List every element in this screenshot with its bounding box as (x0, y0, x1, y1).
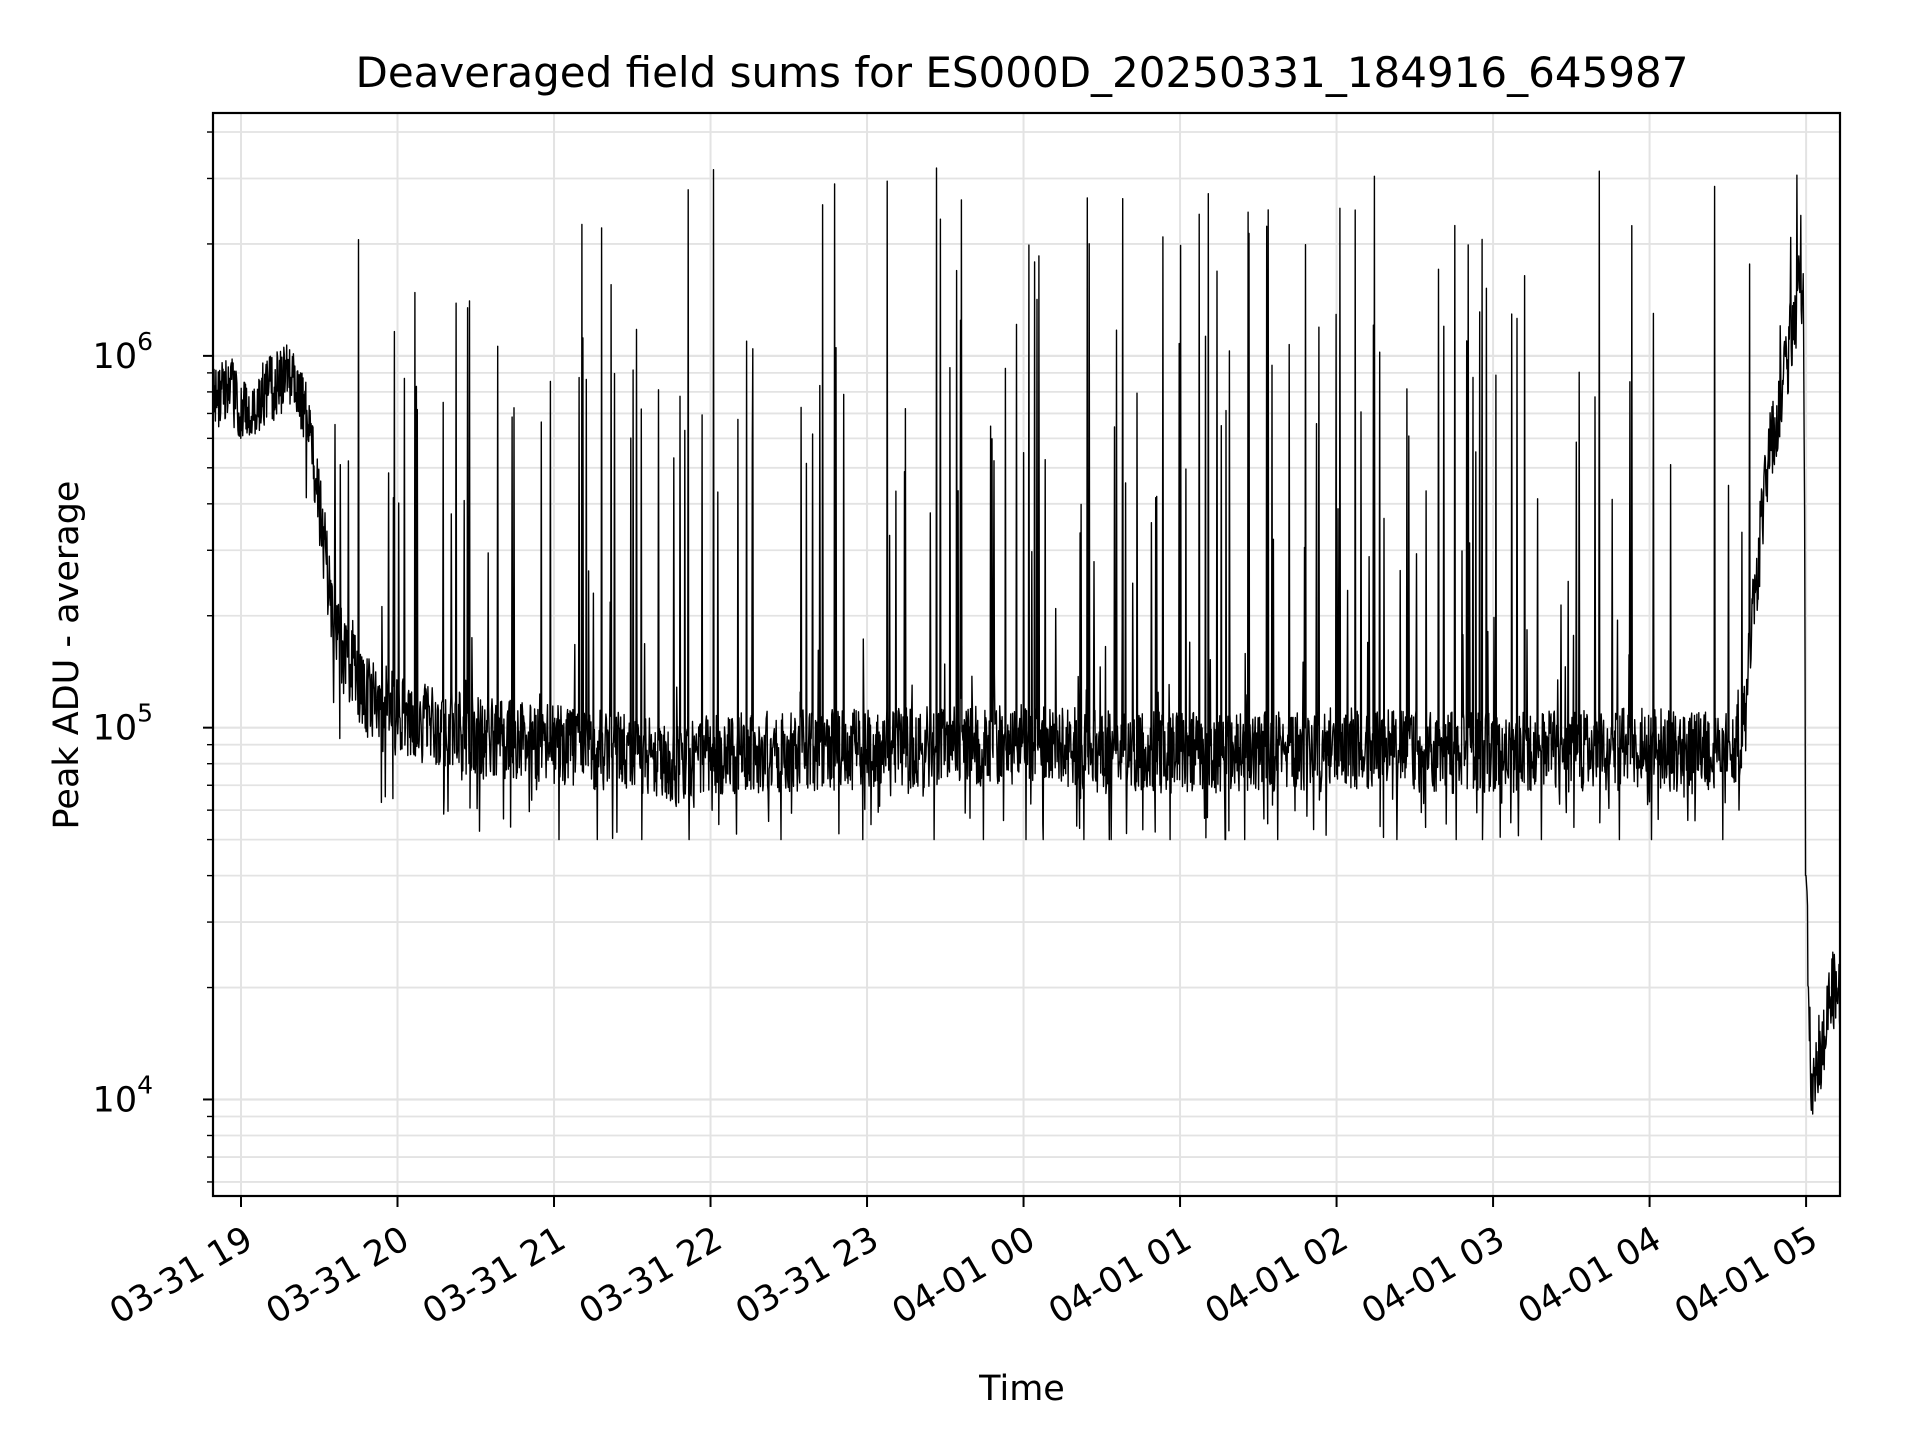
axes-frame (211, 111, 1842, 1198)
y-axis-label: Peak ADU - average (47, 481, 87, 830)
data-series (212, 167, 1841, 1115)
y-tick-exponent: 4 (137, 1070, 153, 1099)
y-tick-exponent: 5 (137, 699, 153, 728)
chart-title: Deaveraged field sums for ES000D_2025033… (356, 48, 1689, 97)
series-line (212, 167, 1841, 1115)
plot-frame (211, 111, 1842, 1198)
x-axis-label: Time (978, 1369, 1065, 1409)
y-tick-exponent: 6 (137, 327, 153, 356)
